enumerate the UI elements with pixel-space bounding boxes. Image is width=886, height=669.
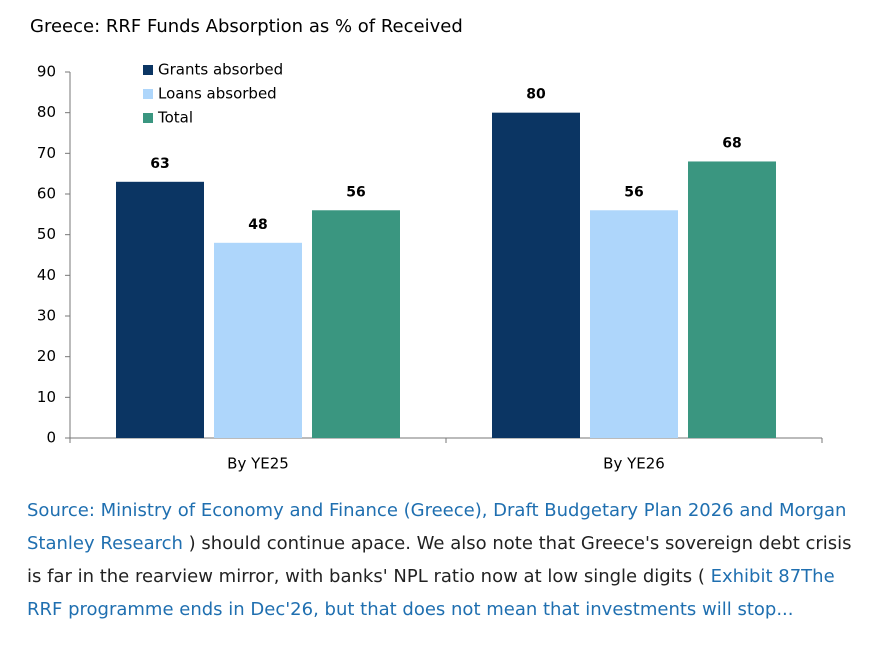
- value-label: 56: [346, 184, 365, 200]
- body: ) should continue apace. We also note th…: [27, 533, 852, 587]
- bar: [590, 210, 678, 438]
- note: Source: Ministry of Economy and Finance …: [27, 494, 857, 626]
- y-tick-label: 50: [37, 225, 56, 243]
- source: Source: Ministry of Economy and Finance …: [27, 500, 847, 554]
- y-tick-label: 10: [37, 388, 56, 406]
- chart: Greece: RRF Funds Absorption as % of Rec…: [30, 16, 823, 473]
- legend-swatch: [143, 89, 153, 99]
- chart-title: Greece: RRF Funds Absorption as % of Rec…: [30, 16, 463, 37]
- legend-swatch: [143, 113, 153, 123]
- y-tick-label: 80: [37, 103, 56, 121]
- bar: [688, 161, 776, 438]
- legend-label: Total: [157, 109, 193, 127]
- value-label: 56: [624, 184, 643, 200]
- legend-label: Grants absorbed: [158, 61, 283, 79]
- y-tick-label: 40: [37, 266, 56, 284]
- legend-label: Loans absorbed: [158, 85, 277, 103]
- value-label: 63: [150, 156, 169, 172]
- bar: [116, 181, 204, 439]
- y-tick-label: 90: [37, 63, 56, 81]
- link[interactable]: Exhibit 87The RRF programme ends in Dec'…: [27, 566, 835, 620]
- y-tick-label: 0: [46, 429, 56, 447]
- y-tick-label: 20: [37, 347, 56, 365]
- value-label: 48: [248, 217, 267, 233]
- bar: [214, 242, 302, 438]
- bar: [312, 210, 400, 438]
- y-tick-label: 70: [37, 144, 56, 162]
- x-tick-label: By YE25: [227, 455, 289, 473]
- legend-swatch: [143, 65, 153, 75]
- value-label: 80: [526, 87, 546, 103]
- bar: [492, 112, 580, 439]
- x-tick-label: By YE26: [603, 455, 665, 473]
- value-label: 68: [722, 135, 741, 151]
- open: (: [697, 566, 705, 587]
- y-tick-label: 60: [37, 185, 56, 203]
- y-tick-label: 30: [37, 307, 56, 325]
